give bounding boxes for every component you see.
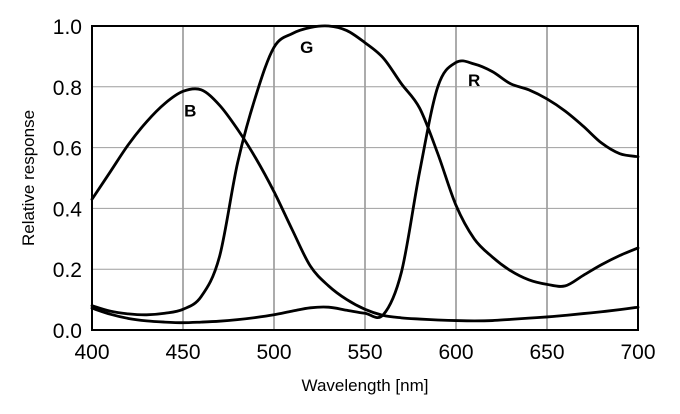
curve-layer <box>90 24 640 325</box>
x-tick-label: 550 <box>347 341 382 364</box>
curve-label-B: B <box>184 102 196 121</box>
y-axis-title: Relative response <box>19 110 38 246</box>
x-tick-label: 650 <box>529 341 564 364</box>
curve-label-G: G <box>300 38 313 57</box>
curve-label-R: R <box>468 71 480 90</box>
x-tick-label: 700 <box>620 341 655 364</box>
curve-B <box>90 87 640 323</box>
curve-G <box>90 24 640 317</box>
y-tick-label: 1.0 <box>53 16 82 39</box>
y-tick-label: 0.2 <box>53 259 82 282</box>
y-tick-label: 0.4 <box>53 198 83 221</box>
x-axis-title: Wavelength [nm] <box>302 376 429 395</box>
curve-R <box>90 59 640 325</box>
y-tick-label: 0.0 <box>53 320 82 343</box>
grid-layer <box>91 25 639 331</box>
x-tick-label: 450 <box>165 341 200 364</box>
x-tick-label: 400 <box>74 341 109 364</box>
y-tick-label: 0.6 <box>53 138 82 161</box>
x-tick-label: 500 <box>256 341 291 364</box>
x-tick-label: 600 <box>438 341 473 364</box>
plot-border <box>91 25 639 331</box>
y-tick-label: 0.8 <box>53 77 82 100</box>
tick-label-layer: B G R 400 450 500 550 600 650 700 0.0 0.2 0.4 0.6 0.8 1… <box>53 16 656 364</box>
